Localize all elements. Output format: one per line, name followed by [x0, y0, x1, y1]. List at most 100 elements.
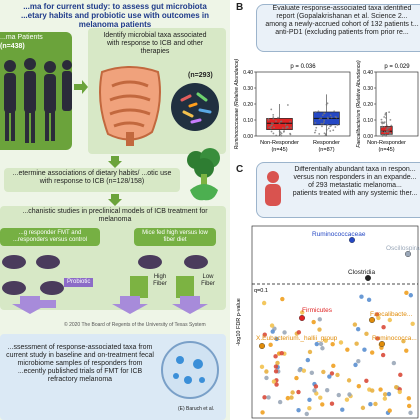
data-point — [383, 126, 386, 128]
data-point — [384, 133, 387, 136]
arrow-down-icon — [108, 156, 122, 168]
data-point — [271, 379, 277, 384]
data-point — [320, 346, 325, 351]
category-label: Responder — [313, 140, 340, 146]
data-point — [286, 126, 289, 129]
data-point — [384, 113, 387, 116]
data-point — [270, 108, 273, 111]
y-tick-label: 0.10 — [363, 118, 373, 124]
data-point — [397, 389, 402, 395]
data-point — [285, 126, 288, 128]
data-point — [318, 133, 321, 135]
y-tick-label: 0.40 — [243, 70, 253, 76]
data-point — [338, 340, 344, 345]
data-point — [275, 360, 280, 366]
data-point — [382, 396, 388, 401]
data-point — [326, 102, 329, 105]
category-count: (n=87) — [318, 147, 334, 153]
data-point — [314, 111, 317, 113]
fmt-text: ...g responder FMT and ...responders ver… — [12, 230, 88, 243]
data-point — [381, 130, 383, 133]
patient-silhouette-icon — [265, 171, 281, 206]
highlighted-point — [404, 251, 411, 258]
determine-associations-text: ...etermine associations of dietary habi… — [12, 170, 172, 185]
data-point — [307, 397, 312, 403]
data-point — [317, 327, 322, 332]
panel-c-text-4: patients treated with any systemic ther.… — [292, 190, 418, 197]
category-count: (n=45) — [378, 147, 394, 153]
data-point — [290, 126, 292, 129]
bacteria-plate-icon — [161, 341, 219, 399]
mouse-icons — [2, 255, 208, 308]
data-point — [373, 401, 378, 407]
data-point — [273, 126, 275, 129]
data-point — [307, 349, 313, 355]
data-point — [336, 124, 339, 126]
taxon-label: Ruminococcaceae — [312, 231, 366, 238]
data-point — [311, 319, 316, 325]
data-point — [385, 124, 388, 127]
p-value-label: p = 0.036 — [290, 64, 316, 70]
data-point — [289, 395, 294, 400]
data-point — [404, 290, 409, 296]
data-point — [307, 405, 312, 411]
data-point — [275, 120, 277, 123]
data-point — [404, 348, 409, 353]
data-point — [289, 120, 292, 123]
panel-c-box — [256, 162, 420, 218]
data-point — [355, 326, 361, 332]
data-point — [274, 382, 279, 387]
y-tick-label: 0.20 — [363, 102, 373, 108]
highlighted-point — [298, 314, 305, 321]
citation-text: (E) Baruch et al. — [178, 406, 215, 412]
data-point — [267, 119, 270, 121]
data-point — [315, 126, 318, 129]
y-tick-label: 0.10 — [243, 118, 253, 124]
data-point — [270, 329, 275, 334]
determine-associations-box: ...etermine associations of dietary habi… — [4, 168, 180, 192]
data-point — [383, 116, 386, 118]
data-point — [318, 118, 321, 121]
data-point — [282, 330, 287, 335]
data-point — [272, 132, 275, 135]
data-point — [386, 126, 389, 129]
microbes-icon — [171, 83, 219, 131]
data-point — [370, 388, 375, 393]
fmt-box: ...g responder FMT and ...responders ver… — [0, 228, 100, 246]
data-point — [290, 390, 295, 395]
data-point — [272, 122, 274, 125]
data-point — [378, 387, 383, 392]
data-point — [329, 125, 332, 128]
n293-label: (n=293) — [188, 72, 213, 79]
data-point — [383, 131, 386, 134]
assessment-text: ...ssessment of response-associated taxa… — [6, 344, 154, 383]
data-point — [334, 116, 337, 118]
category-label: Non-Responder — [260, 140, 299, 146]
panel-b-description: Evaluate response-associated taxa identi… — [256, 4, 420, 52]
data-point — [321, 114, 324, 117]
y-tick-label: 0.30 — [243, 86, 253, 92]
taxon-label: Ruminococca... — [372, 335, 417, 342]
data-point — [381, 135, 384, 137]
highlighted-point — [259, 342, 266, 349]
highlighted-point — [368, 316, 375, 323]
title-line-3: melanoma patients — [78, 20, 152, 29]
data-point — [380, 352, 386, 358]
data-point — [329, 401, 335, 406]
data-point — [360, 405, 366, 411]
data-point — [388, 111, 391, 114]
data-point — [345, 347, 350, 352]
data-point — [401, 338, 406, 344]
data-point — [385, 130, 388, 133]
patients-count: (n=438) — [0, 43, 25, 50]
data-point — [330, 341, 335, 347]
data-point — [325, 128, 328, 131]
data-point — [277, 116, 279, 119]
copyright-text: © 2020 The Board of Regents of the Unive… — [64, 322, 206, 328]
y-tick-label: 0.00 — [363, 134, 373, 140]
data-point — [364, 378, 369, 384]
probiotic-label: Probiotic — [64, 278, 94, 287]
highlighted-point — [348, 236, 355, 243]
data-point — [272, 118, 275, 120]
data-point — [323, 121, 325, 124]
